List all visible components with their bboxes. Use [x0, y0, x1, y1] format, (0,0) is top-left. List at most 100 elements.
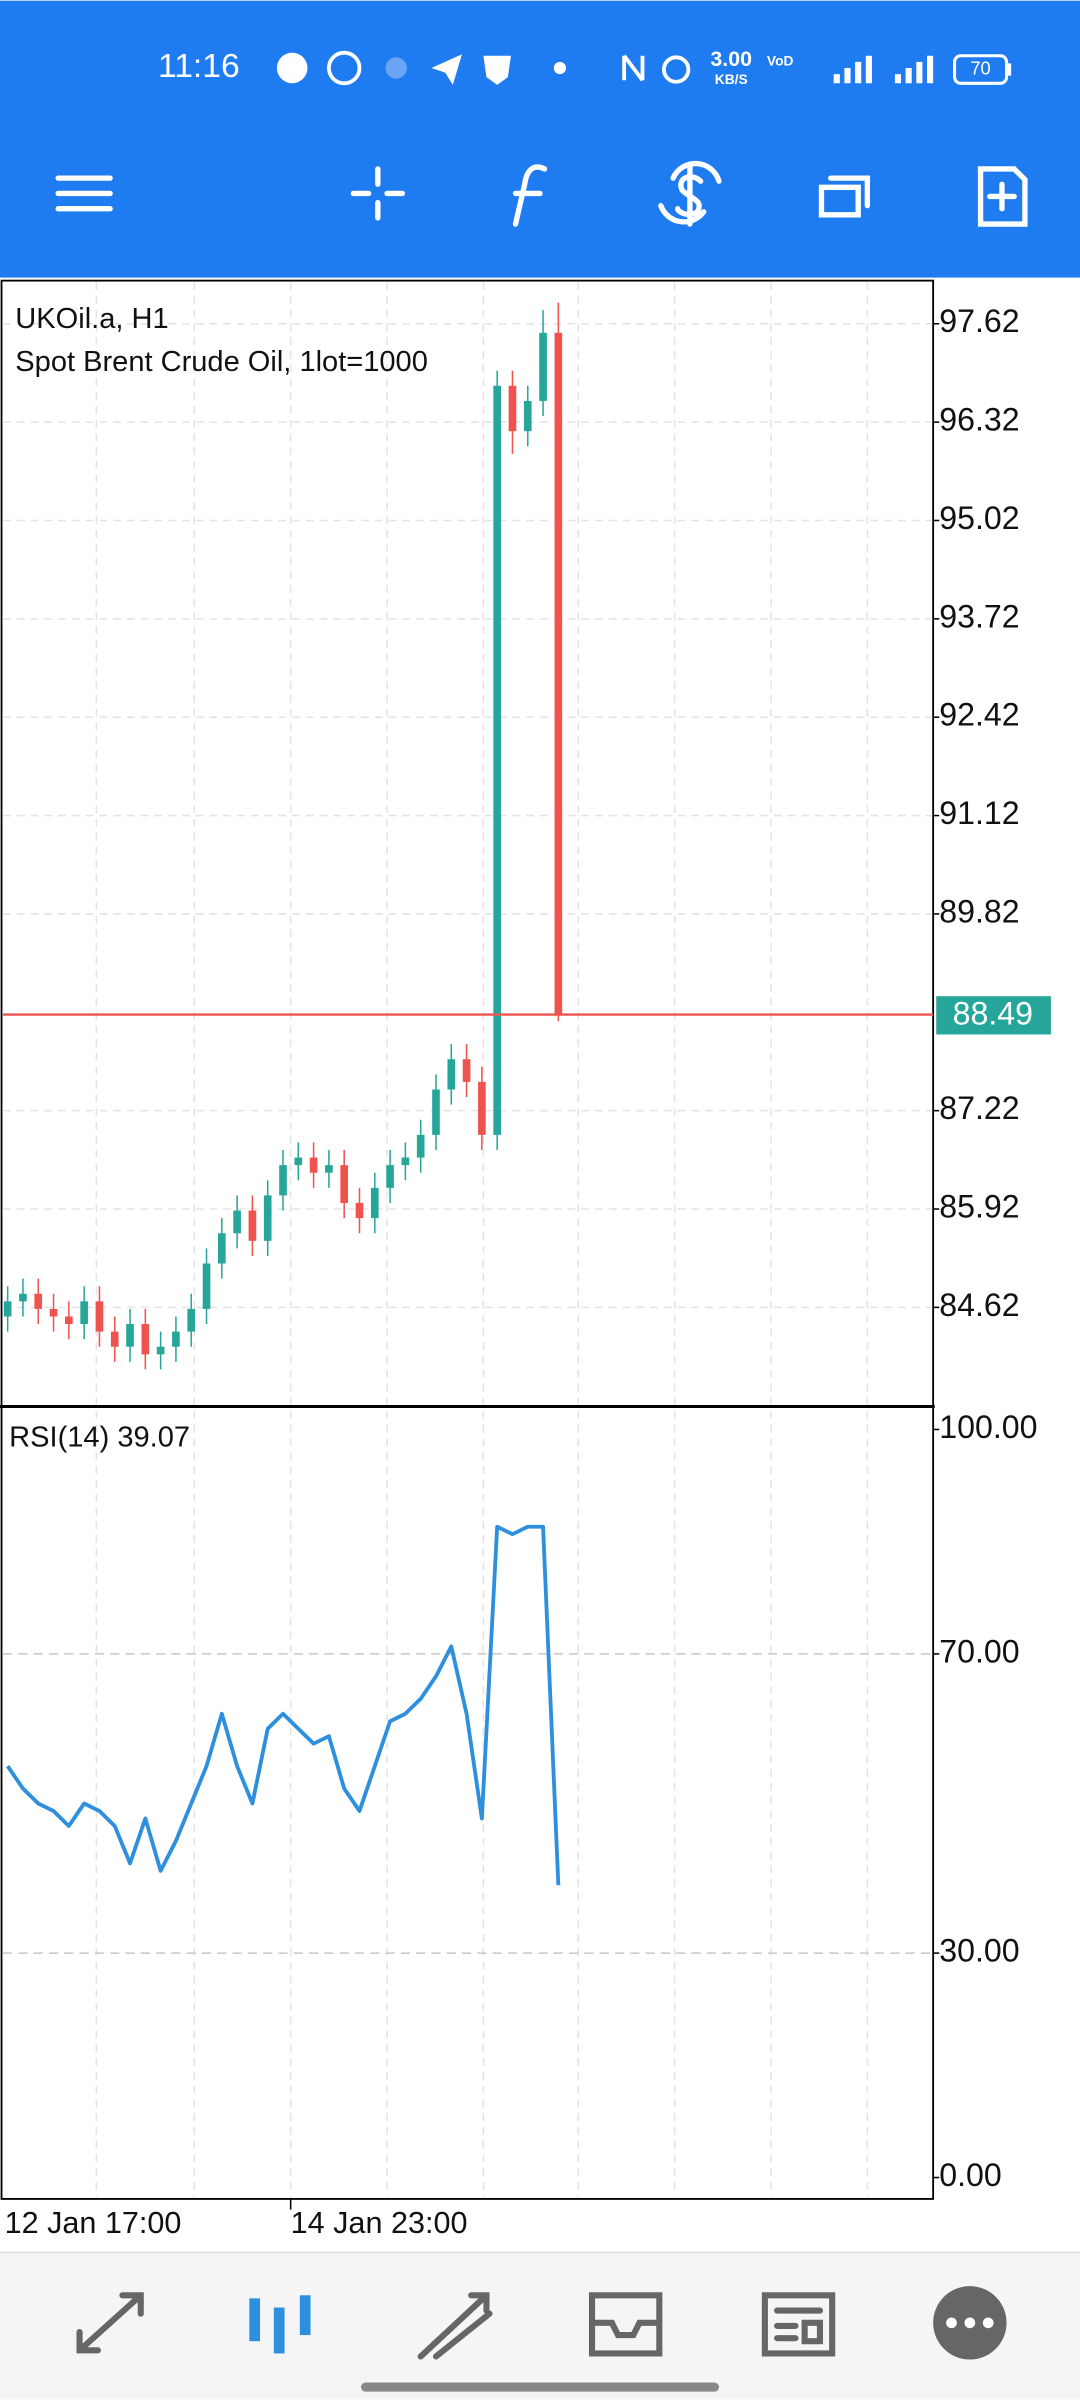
chart-frame	[0, 279, 935, 2200]
vertical-grid	[95, 282, 869, 2198]
candle-body	[34, 1293, 43, 1309]
candle-body	[110, 1331, 119, 1347]
rsi-line	[6, 1524, 561, 1886]
candle-body	[80, 1301, 88, 1325]
candle-body	[523, 400, 532, 432]
new-chart-button[interactable]	[977, 166, 1028, 227]
app-icon	[483, 55, 511, 85]
candle-body	[19, 1293, 27, 1302]
candle-body	[156, 1346, 165, 1355]
tab-candle	[273, 2307, 285, 2354]
signal-icon	[833, 55, 934, 84]
quotes-tab[interactable]	[76, 2292, 144, 2354]
candle-body	[126, 1324, 134, 1347]
dot	[553, 61, 567, 75]
price-label: 93.72	[939, 598, 1019, 634]
nfc-icon	[622, 54, 645, 82]
gesture-bar	[361, 2382, 719, 2392]
chart-layer: 97.62 96.32 95.02 93.72 92.42 91.12 89.82 87.22…	[3, 302, 1051, 2193]
candle-body	[554, 332, 563, 1015]
windows-button[interactable]	[818, 175, 871, 218]
news-tab[interactable]	[761, 2292, 836, 2357]
candle-body	[263, 1195, 272, 1241]
candle-body	[340, 1165, 349, 1203]
price-label: 96.32	[939, 402, 1019, 438]
candle-body	[49, 1308, 58, 1317]
candle-body	[141, 1324, 150, 1355]
time-label: 12 Jan 17:00	[5, 2206, 182, 2240]
chat-dot	[964, 2317, 976, 2329]
candle-body	[279, 1165, 287, 1196]
status-icons: VoD	[276, 50, 1012, 86]
menu-button[interactable]	[55, 175, 113, 212]
bottom-nav	[0, 2252, 1080, 2400]
price-label: 92.42	[939, 697, 1019, 733]
trade-tab[interactable]	[417, 2292, 493, 2360]
candle-body	[508, 385, 517, 432]
chat-dot	[982, 2317, 994, 2329]
price-label: 87.22	[939, 1090, 1019, 1126]
network-speed-unit: KB/S	[715, 72, 748, 87]
tab-candle	[249, 2298, 261, 2342]
candle-body	[233, 1210, 241, 1234]
rsi-label: 70.00	[939, 1633, 1019, 1669]
candle-body	[478, 1081, 486, 1135]
price-label: 84.62	[939, 1287, 1019, 1323]
app-icon	[385, 57, 407, 79]
candle-body	[325, 1165, 333, 1173]
candle-body	[217, 1233, 226, 1264]
app-icon	[276, 52, 308, 84]
price-label: 95.02	[939, 500, 1019, 536]
symbol-description: Spot Brent Crude Oil, 1lot=1000	[15, 346, 428, 378]
rsi-label: 0.00	[939, 2157, 1002, 2193]
network-speed: 3.00	[710, 47, 752, 71]
clock: 11:16	[158, 48, 240, 85]
tab-candle	[299, 2295, 311, 2336]
price-label: 89.82	[939, 893, 1019, 929]
history-tab[interactable]	[588, 2292, 663, 2357]
battery-level: 70	[970, 57, 990, 78]
candle-body	[462, 1059, 471, 1082]
crosshair-button[interactable]	[350, 166, 405, 221]
candle-body	[294, 1157, 303, 1166]
candle-body	[447, 1059, 456, 1090]
candle-body	[355, 1202, 364, 1219]
indicators-button[interactable]	[512, 164, 548, 227]
battery-tip	[1006, 63, 1012, 76]
candle-body	[370, 1187, 379, 1219]
candle-body	[95, 1301, 104, 1332]
candle-body	[401, 1157, 410, 1166]
chat-dot	[946, 2317, 957, 2329]
candle-body	[65, 1316, 73, 1325]
candle-body	[187, 1308, 196, 1332]
candle-body	[539, 332, 547, 401]
rsi-label: 100.00	[939, 1409, 1037, 1445]
indicator-label: RSI(14) 39.07	[9, 1421, 190, 1453]
trade-button[interactable]	[658, 160, 722, 227]
time-label: 14 Jan 23:00	[291, 2206, 468, 2240]
alarm-icon	[661, 55, 691, 84]
network-type: VoD	[767, 54, 794, 69]
candle-body	[309, 1157, 318, 1173]
candle-body	[493, 385, 501, 1135]
price-label: 91.12	[939, 795, 1019, 831]
current-price-label: 88.49	[953, 996, 1033, 1032]
price-label: 97.62	[939, 303, 1019, 339]
price-label: 85.92	[939, 1189, 1019, 1225]
candle-body	[202, 1263, 211, 1309]
candle-body	[416, 1134, 425, 1158]
app-icon	[326, 50, 362, 86]
rsi-label: 30.00	[939, 1933, 1019, 1969]
candle-body	[248, 1210, 257, 1241]
candle-body	[172, 1331, 180, 1347]
chart-tab[interactable]	[249, 2295, 311, 2354]
candle-body	[3, 1301, 12, 1317]
current-price-box	[936, 996, 1051, 1035]
candle-body	[386, 1165, 394, 1188]
app-icon	[431, 54, 462, 85]
candle-body	[432, 1089, 440, 1135]
app-bar	[0, 0, 1080, 278]
symbol: UKOil.a, H1	[15, 303, 168, 335]
